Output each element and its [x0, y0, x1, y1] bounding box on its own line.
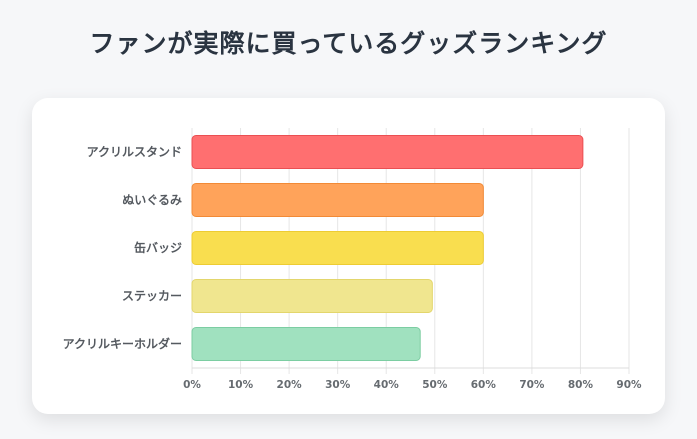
x-tick-label: 40% [374, 379, 400, 391]
page-title: ファンが実際に買っているグッズランキング [89, 29, 608, 58]
x-tick-label: 70% [519, 379, 545, 391]
bar [191, 183, 484, 217]
bar-chart: 0% 10% 20% 30% 40% 50% 60% 70% 80% 90% アクリルスタンドぬいぐ… [63, 128, 642, 391]
x-tick-label: 10% [228, 379, 254, 391]
x-tick-label: 80% [568, 379, 594, 391]
category-label: アクリルスタンド [87, 145, 182, 159]
bar [191, 327, 421, 361]
x-tick-label: 50% [422, 379, 448, 391]
category-label: ぬいぐるみ [122, 193, 182, 207]
category-label: 缶バッジ [134, 240, 182, 255]
x-tick-label: 20% [277, 379, 303, 391]
category-label: ステッカー [122, 289, 182, 303]
x-tick-label: 90% [616, 379, 642, 391]
bar [191, 135, 584, 169]
x-tick-label: 30% [325, 379, 351, 391]
bar [191, 231, 484, 265]
x-tick-label: 0% [183, 379, 201, 391]
x-tick-label: 60% [471, 379, 497, 391]
chart-card: 0% 10% 20% 30% 40% 50% 60% 70% 80% 90% アクリルスタンドぬいぐ… [32, 98, 665, 414]
bar [191, 279, 433, 313]
category-label: アクリルキーホルダー [63, 336, 182, 351]
